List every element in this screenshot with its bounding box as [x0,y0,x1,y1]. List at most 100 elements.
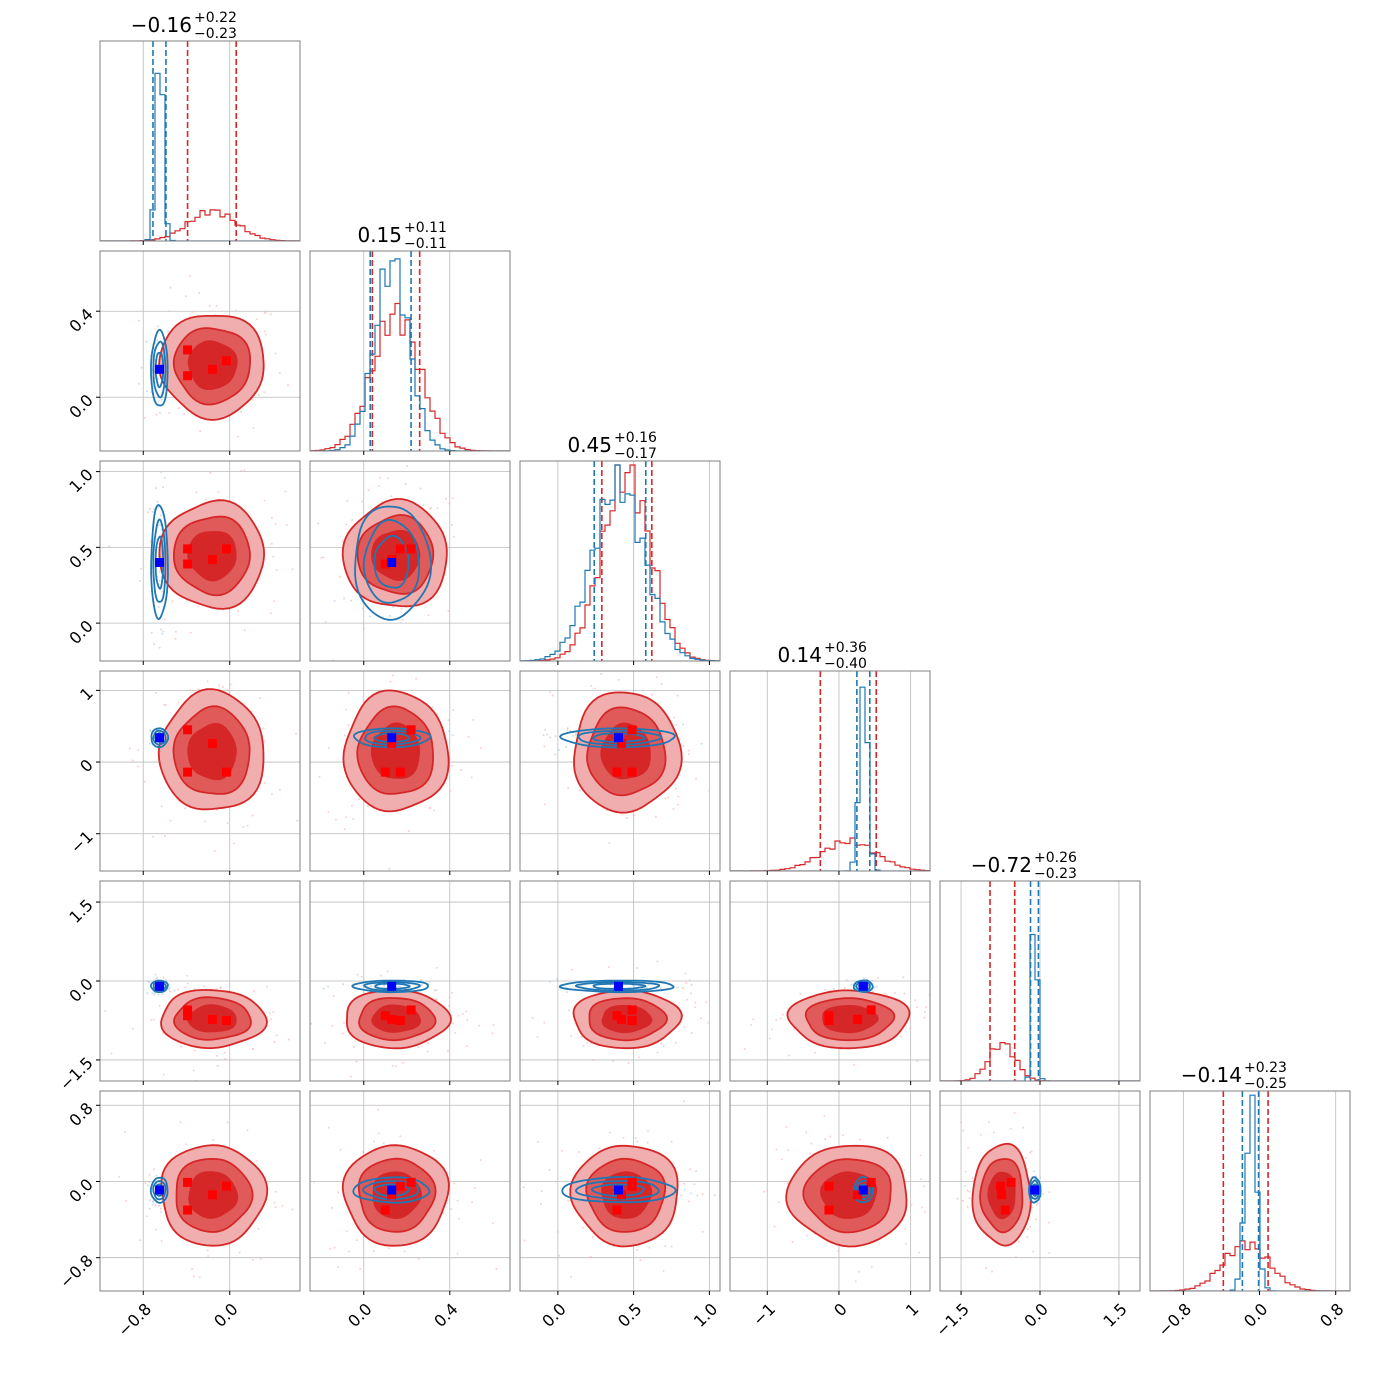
sample-point [937,1030,939,1032]
sample-point [910,1203,913,1206]
sample-point [962,1129,965,1132]
sample-point [495,1267,498,1270]
sample-point [169,286,172,289]
sample-point [380,435,382,437]
sample-point [160,628,163,631]
sample-point [920,1206,923,1209]
sample-point [262,727,265,730]
sample-point [1014,1256,1017,1259]
sample-point [287,384,290,387]
density-contour [152,729,167,746]
sample-point [251,814,254,817]
sample-point [1008,1071,1010,1073]
y-tick-label: 0.0 [65,391,96,422]
sample-point [104,1010,107,1013]
sample-point [963,1208,965,1210]
sample-point [431,706,434,709]
sample-point [676,694,679,697]
sample-point [845,979,848,981]
sample-point [197,688,200,691]
density-contour [558,979,675,994]
sample-point [672,807,675,810]
truth-marker-red [612,1205,622,1215]
panel-frame [99,40,301,242]
sample-point [183,413,186,416]
sample-point [850,983,853,986]
sample-point [903,992,906,995]
sample-point [165,703,167,706]
sample-point [273,1041,276,1043]
sample-point [654,816,657,818]
truth-marker-red [183,544,193,554]
sample-point [156,325,159,328]
sample-point [651,693,653,696]
truth-marker-red [387,1190,397,1200]
sample-point [137,749,140,752]
sample-point [278,788,281,791]
sample-point [873,986,876,989]
truth-marker-red [997,1190,1007,1200]
sample-point [773,1225,776,1228]
sample-point [157,400,160,403]
sample-point [193,1275,196,1278]
scatter-panel-5-3 [729,1090,965,1295]
truth-marker-red [824,1016,834,1025]
sample-point [270,612,272,615]
sample-point [941,1281,943,1283]
sample-point [399,1135,402,1138]
sample-point [420,978,422,981]
truth-marker-blue [614,1185,623,1195]
sample-point [933,1192,935,1194]
sample-point [147,1184,149,1187]
sample-point [158,570,161,573]
panel-frame [519,1090,721,1292]
sample-point [373,1140,376,1143]
sample-point [343,828,346,831]
sample-point [215,987,218,990]
sample-point [570,1035,573,1038]
sample-point [263,740,266,743]
sample-point [274,1190,277,1193]
sample-point [233,654,235,656]
sample-point [690,1032,693,1035]
sample-point [871,979,874,982]
sample-point [647,1130,649,1133]
y-tick-label: −1.5 [56,1053,97,1094]
sample-point [386,970,389,973]
sample-point [263,781,266,784]
sample-point [348,1250,351,1253]
sample-point [763,1190,765,1193]
sample-point [257,1227,260,1230]
sample-point [118,1175,121,1178]
sample-point [708,789,710,792]
sample-point [213,849,216,852]
sample-point [269,313,272,316]
density-contour [559,727,676,749]
truth-marker-red [222,356,231,366]
sample-point [472,718,475,721]
sample-point [568,1009,570,1012]
sample-point [594,687,597,690]
sample-point [355,1060,358,1063]
sample-point [707,1021,710,1024]
sample-point [278,372,281,374]
sample-point [980,1133,982,1136]
sample-point [916,1060,919,1063]
truth-marker-red [222,1181,231,1191]
sample-point [634,1137,637,1140]
sample-point [263,391,266,394]
sample-point [554,753,557,756]
sample-point [655,676,658,679]
truth-marker-red [380,767,390,777]
sample-point [377,485,380,488]
sample-point [199,430,202,433]
sample-point [189,631,192,634]
sample-point [587,1297,589,1299]
sample-point [662,1045,665,1047]
sample-point [159,524,162,527]
sample-point [450,1208,453,1211]
scatter-panel-5-4 [939,1071,1141,1295]
density-contour [152,340,167,399]
sample-point [859,1138,862,1141]
sample-point [676,668,678,670]
